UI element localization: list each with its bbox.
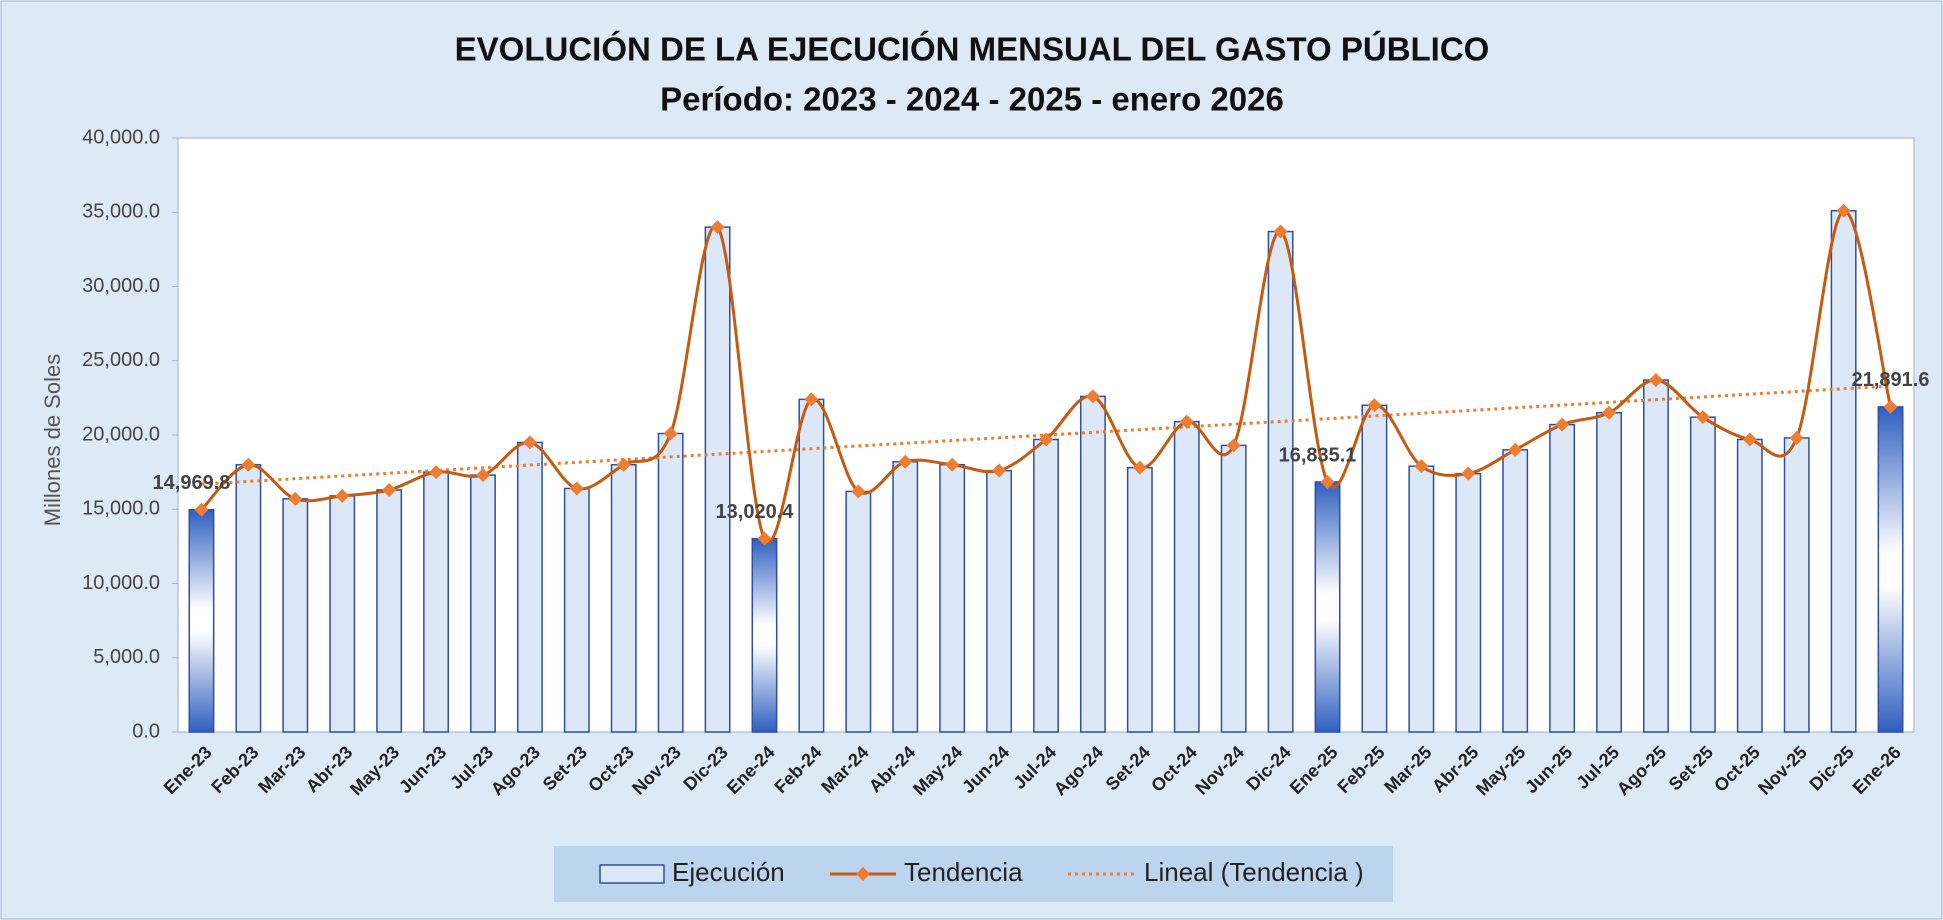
bar	[939, 463, 966, 733]
bar	[516, 441, 543, 733]
y-tick-label: 15,000.0	[82, 498, 160, 520]
marker	[945, 457, 960, 472]
y-tick-label: 20,000.0	[82, 423, 160, 445]
bar	[1877, 406, 1904, 733]
y-tick-label: 35,000.0	[82, 201, 160, 223]
marker	[429, 465, 444, 480]
legend-label: Lineal (Tendencia )	[1144, 857, 1364, 887]
bar	[1361, 404, 1388, 733]
marker	[475, 468, 490, 483]
bar	[1126, 466, 1153, 733]
marker	[1273, 224, 1288, 239]
bar	[845, 490, 872, 733]
bar	[892, 460, 919, 733]
bar	[798, 398, 825, 733]
bar	[704, 226, 731, 733]
marker	[1414, 459, 1429, 474]
bar	[1173, 420, 1200, 733]
bar	[188, 508, 215, 733]
bar	[329, 495, 356, 733]
bar	[1642, 379, 1669, 733]
marker	[1508, 442, 1523, 457]
marker	[851, 484, 866, 499]
marker	[1695, 410, 1710, 425]
bar	[235, 463, 262, 733]
bar	[610, 463, 637, 733]
bar	[1689, 416, 1716, 733]
marker	[1085, 389, 1100, 404]
y-tick-label: 40,000.0	[82, 126, 160, 148]
bar	[986, 469, 1013, 733]
marker	[288, 491, 303, 506]
bar	[1033, 438, 1059, 733]
marker	[194, 502, 209, 517]
marker	[1602, 405, 1617, 420]
bar	[657, 432, 684, 733]
bar	[1267, 230, 1294, 733]
bar	[1314, 481, 1341, 733]
trendline	[201, 384, 1891, 486]
marker	[1555, 417, 1570, 432]
y-tick-label: 10,000.0	[82, 572, 160, 594]
legend	[554, 846, 1393, 902]
bar	[1220, 444, 1247, 733]
data-label: 21,891.6	[1852, 369, 1930, 391]
bar	[1079, 395, 1106, 733]
marker	[1648, 373, 1663, 388]
legend-swatch	[599, 864, 665, 884]
bar	[1408, 465, 1435, 733]
data-label: 14,969.8	[153, 472, 231, 494]
data-label: 13,020.4	[716, 501, 795, 523]
marker	[522, 435, 537, 450]
marker	[616, 457, 631, 472]
marker	[335, 488, 350, 503]
bar	[1455, 472, 1482, 733]
marker	[1226, 438, 1241, 453]
marker	[1179, 414, 1194, 429]
chart-subtitle: Período: 2023 - 2024 - 2025 - enero 2026	[660, 81, 1284, 118]
marker	[1367, 398, 1382, 413]
marker	[1742, 432, 1757, 447]
y-tick-label: 25,000.0	[82, 349, 160, 371]
marker	[241, 457, 256, 472]
marker	[382, 482, 397, 497]
bar	[423, 471, 450, 733]
bar	[376, 489, 403, 733]
marker	[663, 426, 678, 441]
bar	[1549, 423, 1576, 733]
marker	[1039, 432, 1053, 447]
legend-marker	[856, 867, 870, 881]
bar	[1736, 438, 1763, 733]
bar	[1502, 449, 1529, 733]
marker	[710, 220, 725, 235]
y-tick-label: 30,000.0	[82, 275, 160, 297]
marker	[1789, 430, 1804, 445]
marker	[992, 463, 1007, 478]
marker	[804, 392, 819, 407]
marker	[898, 454, 913, 469]
marker	[569, 481, 584, 496]
marker	[757, 531, 772, 546]
marker	[1836, 203, 1851, 218]
bar	[751, 537, 778, 733]
y-tick-label: 5,000.0	[93, 646, 160, 668]
bar	[282, 498, 309, 733]
bar	[563, 487, 590, 733]
bar	[470, 474, 496, 733]
marker	[1132, 460, 1147, 475]
y-axis-label: Millones de Soles	[40, 354, 65, 526]
marker	[1883, 399, 1898, 414]
data-label: 16,835.1	[1279, 444, 1357, 466]
bar	[1783, 437, 1810, 733]
bar	[1830, 210, 1857, 733]
marker	[1320, 474, 1335, 489]
y-tick-label: 0.0	[132, 720, 160, 742]
legend-label: Tendencia	[904, 857, 1023, 887]
legend-label: Ejecución	[672, 857, 785, 887]
bar	[1596, 411, 1622, 733]
chart-title: EVOLUCIÓN DE LA EJECUCIÓN MENSUAL DEL GA…	[455, 31, 1490, 68]
marker	[1461, 466, 1476, 481]
